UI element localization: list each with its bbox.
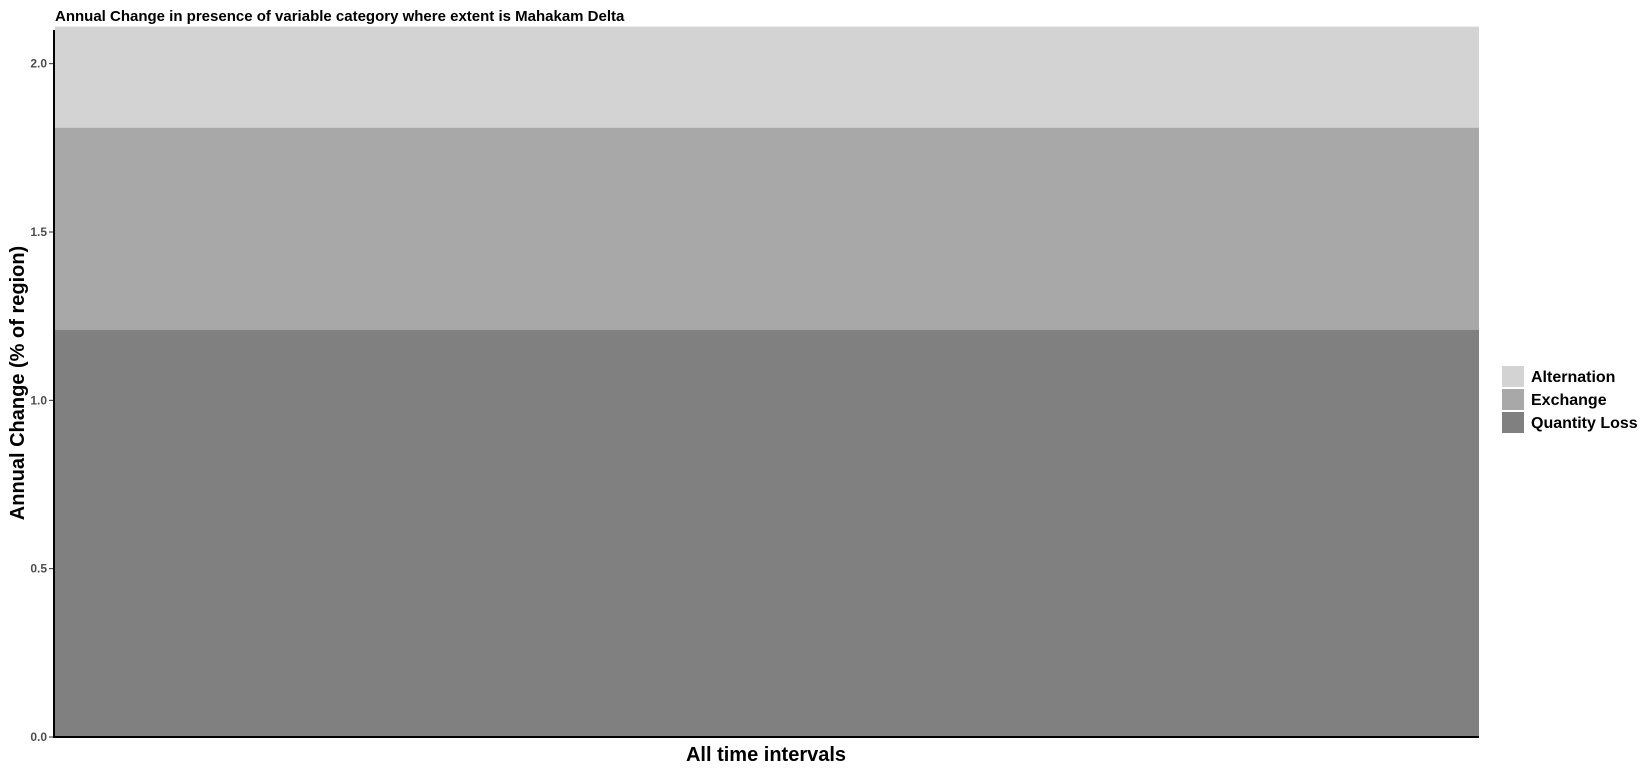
bar-segment-exchange <box>55 127 1479 330</box>
bar-stack <box>55 26 1479 737</box>
bar-segment-alternation <box>55 26 1479 128</box>
chart-title: Annual Change in presence of variable ca… <box>55 8 625 25</box>
legend-key-exchange <box>1502 389 1524 410</box>
y-tick-label: 1.0 <box>30 393 47 407</box>
y-axis-ticks: 0.0 0.5 1.0 1.5 2.0 <box>30 57 54 744</box>
y-axis-title: Annual Change (% of region) <box>7 246 29 520</box>
legend-key-quantity-loss <box>1502 412 1524 433</box>
legend: Alternation Exchange Quantity Loss <box>1502 366 1638 433</box>
y-tick-label: 2.0 <box>30 57 47 71</box>
legend-label-exchange: Exchange <box>1531 392 1607 409</box>
legend-key-alternation <box>1502 366 1524 387</box>
legend-label-alternation: Alternation <box>1531 369 1615 386</box>
bar-segment-quantity-loss <box>55 329 1479 737</box>
legend-label-quantity-loss: Quantity Loss <box>1531 415 1638 432</box>
y-tick-label: 0.5 <box>30 562 47 576</box>
x-axis-title: All time intervals <box>686 744 846 766</box>
y-tick-label: 0.0 <box>30 730 47 744</box>
y-tick-label: 1.5 <box>30 225 47 239</box>
